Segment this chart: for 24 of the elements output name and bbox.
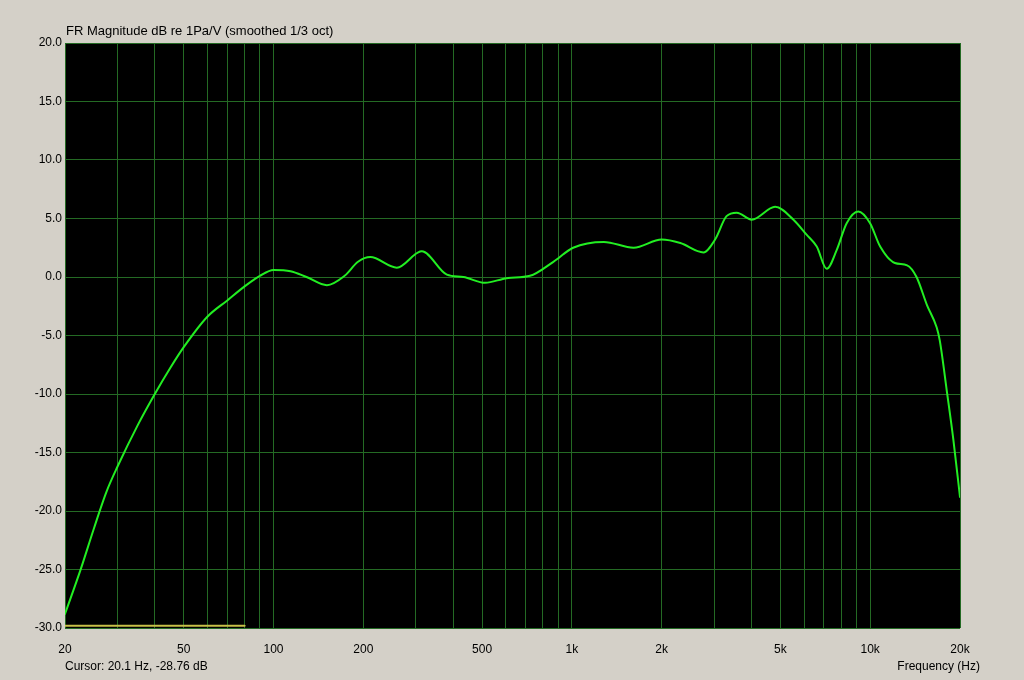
x-tick-label: 1k: [565, 641, 580, 656]
y-tick-label: -20.0: [34, 503, 63, 518]
y-tick-label: -25.0: [34, 561, 63, 576]
y-tick-label: 10.0: [38, 152, 63, 167]
text: Cursor: 20.1 Hz, -28.76 dB: [65, 659, 208, 674]
x-tick-label: 10k: [860, 641, 881, 656]
x-tick-label: 50: [177, 641, 191, 656]
y-tick-label: -30.0: [34, 620, 63, 635]
y-tick-label: 15.0: [38, 93, 63, 108]
x-tick-label: 100: [263, 641, 284, 656]
x-tick-label: 20k: [950, 641, 971, 656]
y-tick-label: -15.0: [34, 444, 63, 459]
y-tick-label: 5.0: [45, 210, 63, 225]
y-tick-label: -5.0: [41, 327, 63, 342]
x-tick-label: 200: [353, 641, 374, 656]
chart-title: FR Magnitude dB re 1Pa/V (smoothed 1/3 oct): [66, 22, 334, 38]
x-tick-label: 20: [58, 641, 72, 656]
x-tick-label: 2k: [655, 641, 669, 656]
x-tick-label: 500: [472, 641, 493, 656]
y-tick-label: 20.0: [38, 35, 63, 50]
x-tick-label: 5k: [774, 641, 788, 656]
x-axis-title: Frequency (Hz): [897, 659, 980, 674]
y-tick-label: 0.0: [45, 269, 63, 284]
y-tick-label: -10.0: [34, 386, 63, 401]
